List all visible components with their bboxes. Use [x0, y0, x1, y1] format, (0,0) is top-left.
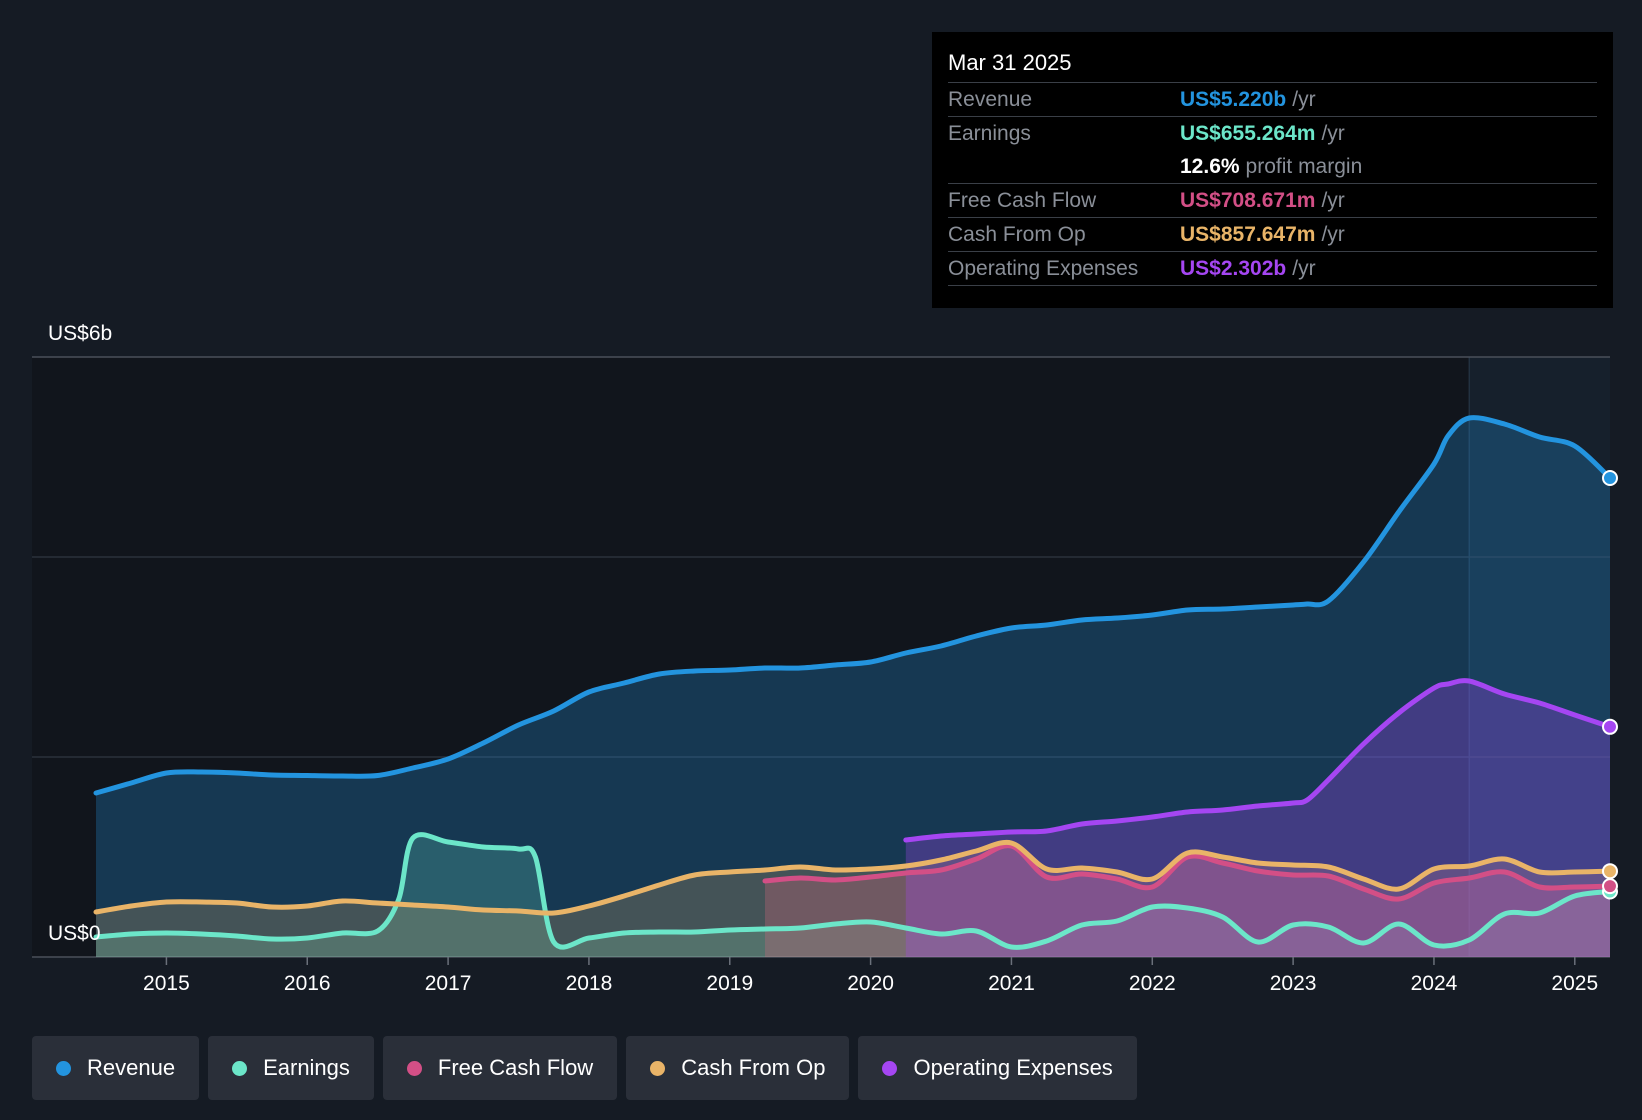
tooltip-value: US$655.264m: [1180, 122, 1316, 145]
revenue-line: [93, 415, 1613, 796]
tooltip-unit: /yr: [1292, 88, 1316, 111]
tooltip-value: US$2.302b: [1180, 257, 1287, 280]
operating-expenses-endpoint: [1602, 718, 1618, 735]
x-tick-label: 2019: [706, 972, 753, 995]
free-cash-flow-endpoint: [1602, 878, 1618, 895]
tooltip-unit: /yr: [1321, 189, 1345, 212]
x-tick-label: 2016: [284, 972, 331, 995]
x-tick-label: 2015: [143, 972, 190, 995]
x-tick-label: 2020: [847, 972, 894, 995]
legend-label: Cash From Op: [681, 1055, 826, 1080]
tooltip-label: Cash From Op: [948, 223, 1086, 246]
legend-item-earnings[interactable]: Earnings: [208, 1036, 374, 1100]
x-tick-label: 2023: [1270, 972, 1317, 995]
tooltip-value: US$708.671m: [1180, 189, 1316, 212]
profit-margin-label: profit margin: [1245, 155, 1363, 178]
tooltip-value: US$857.647m: [1180, 223, 1316, 246]
legend-item-operating-expenses[interactable]: Operating Expenses: [858, 1036, 1137, 1100]
legend-item-cash-from-op[interactable]: Cash From Op: [626, 1036, 850, 1100]
earnings-dot-icon: [232, 1060, 248, 1076]
tooltip-value: US$5.220b: [1180, 88, 1287, 111]
tooltip-row-profit-margin: 12.6% profit margin: [948, 150, 1597, 184]
tooltip-unit: /yr: [1292, 257, 1316, 280]
operating-expenses-dot-icon: [882, 1060, 898, 1076]
plot-background: [32, 357, 1610, 957]
tooltip-row-cash-from-op: Cash From Op US$857.647m /yr: [948, 218, 1597, 252]
tooltip-label: Free Cash Flow: [948, 189, 1097, 212]
x-tick-label: 2025: [1551, 972, 1598, 995]
revenue-area: [96, 417, 1610, 957]
earnings-line: [93, 832, 1613, 950]
tooltip-row-earnings: Earnings US$655.264m /yr: [948, 117, 1597, 150]
gridlines: [32, 356, 1610, 958]
tooltip-row-free-cash-flow: Free Cash Flow US$708.671m /yr: [948, 184, 1597, 218]
free-cash-flow-line: [762, 843, 1613, 902]
x-tick-label: 2024: [1411, 972, 1458, 995]
legend-label: Free Cash Flow: [437, 1055, 594, 1080]
tooltip-unit: /yr: [1321, 122, 1345, 145]
series-lines: [93, 415, 1613, 950]
tooltip-row-revenue: Revenue US$5.220b /yr: [948, 83, 1597, 117]
revenue-dot-icon: [56, 1060, 71, 1076]
tooltip-label: Revenue: [948, 88, 1033, 111]
operating-expenses-area: [905, 680, 1610, 957]
y-label-top: US$6b: [48, 322, 112, 345]
legend-item-free-cash-flow[interactable]: Free Cash Flow: [382, 1036, 618, 1100]
tooltip-date: Mar 31 2025: [948, 48, 1597, 83]
profit-margin-value: 12.6%: [1180, 155, 1240, 178]
tooltip-label: Earnings: [948, 122, 1031, 145]
tooltip-row-operating-expenses: Operating Expenses US$2.302b /yr: [948, 252, 1597, 286]
revenue-endpoint: [1602, 470, 1618, 486]
tooltip-label: Operating Expenses: [948, 257, 1139, 280]
x-axis: 2015 2016 2017 2018 2019 2020 2021 2022 2023 2024…: [143, 957, 1598, 995]
x-tick-label: 2018: [566, 972, 613, 995]
cash-from-op-dot-icon: [650, 1060, 666, 1076]
cash-from-op-endpoint: [1602, 863, 1618, 880]
legend: Revenue Earnings Free Cash Flow Cash Fro…: [32, 1036, 1146, 1100]
tooltip-panel: Mar 31 2025 Revenue US$5.220b /yr Earnin…: [932, 32, 1613, 308]
x-tick-label: 2017: [425, 972, 472, 995]
tooltip-unit: /yr: [1321, 223, 1345, 246]
x-tick-label: 2021: [988, 972, 1035, 995]
cash-from-op-line: [93, 839, 1613, 916]
cash-from-op-area: [96, 842, 1610, 957]
x-tick-label: 2022: [1129, 972, 1176, 995]
free-cash-flow-dot-icon: [406, 1060, 422, 1076]
series-endpoints: [1602, 470, 1618, 900]
y-label-bottom: US$0: [48, 922, 101, 945]
operating-expenses-line: [903, 678, 1613, 843]
legend-item-revenue[interactable]: Revenue: [32, 1036, 200, 1100]
legend-label: Operating Expenses: [913, 1055, 1113, 1080]
legend-label: Revenue: [87, 1055, 176, 1080]
legend-label: Earnings: [263, 1055, 350, 1080]
